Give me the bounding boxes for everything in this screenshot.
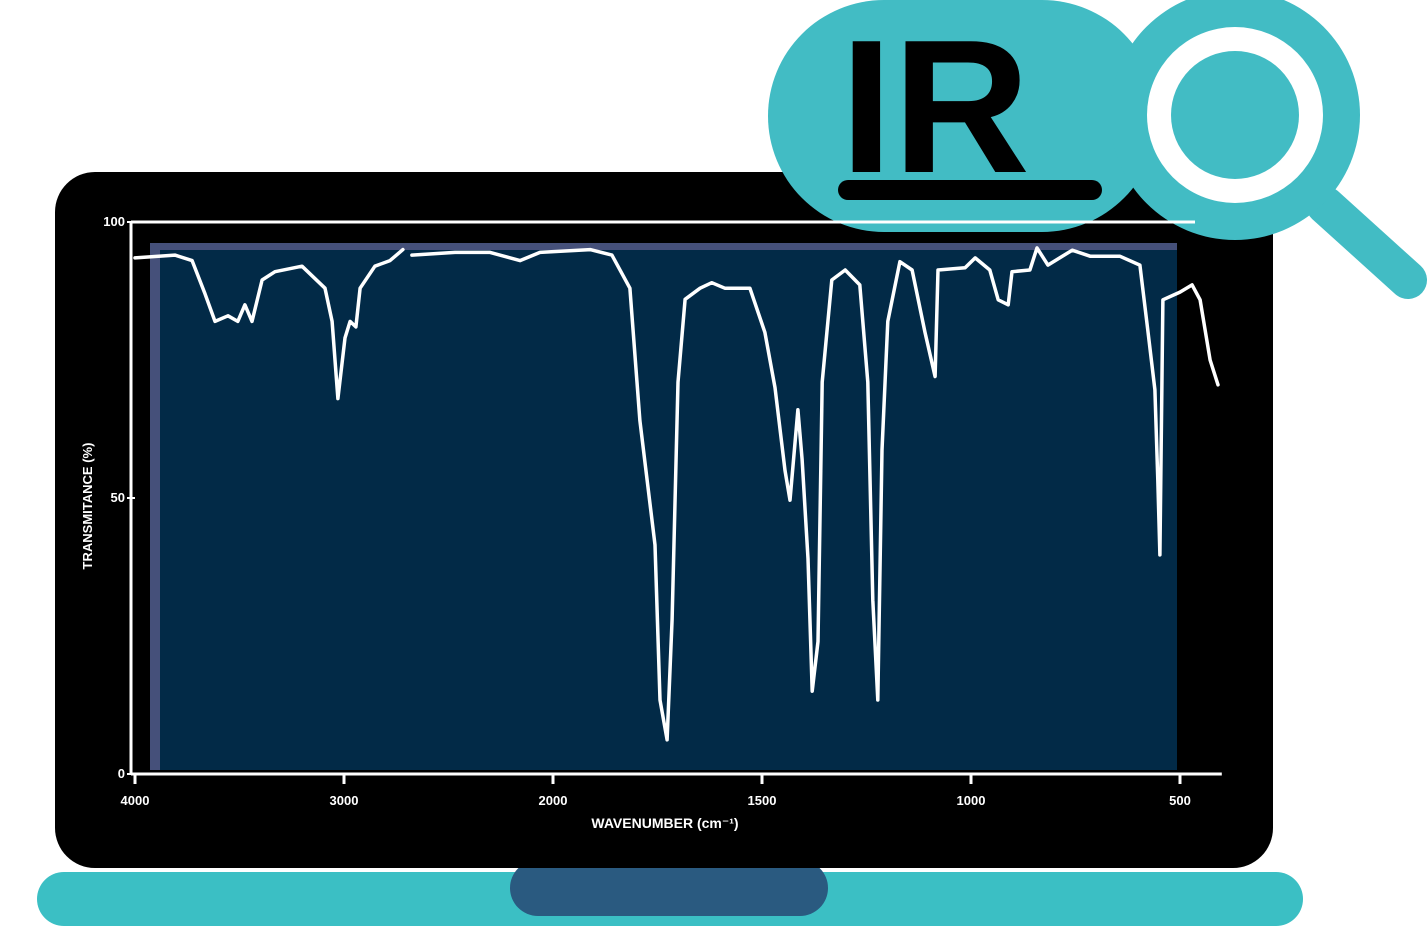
x-tick-label: 1500 [748, 793, 777, 808]
logo: IR [768, 0, 1427, 299]
logo-pill [768, 0, 1158, 232]
magnifier-lens [1171, 51, 1299, 179]
y-tick-label: 100 [103, 214, 125, 229]
magnifier-handle [1306, 186, 1427, 299]
y-axis-label: TRANSMITANCE (%) [80, 443, 95, 570]
x-tick-label: 3000 [330, 793, 359, 808]
x-tick-label: 1000 [957, 793, 986, 808]
y-tick-label: 50 [111, 490, 125, 505]
x-axis-label: WAVENUMBER (cm⁻¹) [591, 815, 738, 831]
laptop-notch [510, 860, 828, 916]
x-tick-label: 4000 [121, 793, 150, 808]
y-tick-label: 0 [118, 766, 125, 781]
spectrum-line [133, 246, 1220, 742]
logo-text: IR [840, 1, 1030, 213]
x-tick-label: 2000 [539, 793, 568, 808]
x-tick-label: 500 [1169, 793, 1191, 808]
